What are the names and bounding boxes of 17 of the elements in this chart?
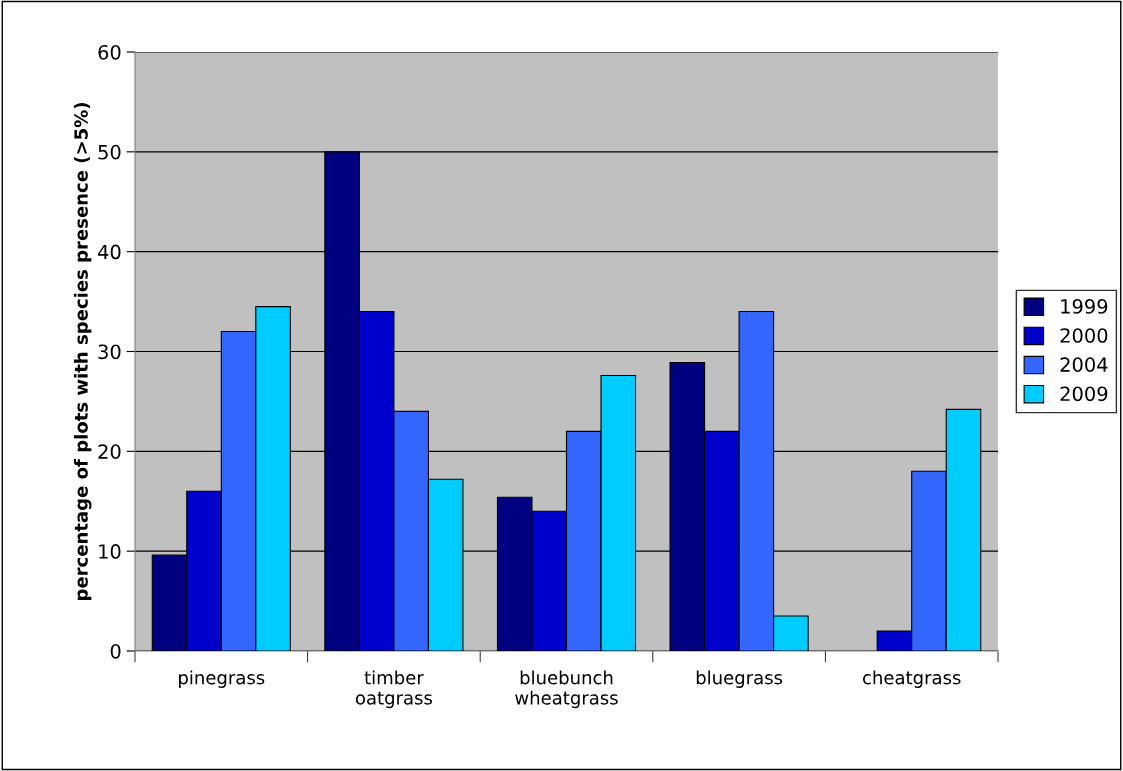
x-tick-label: bluebunch wheatgrass — [515, 670, 618, 709]
y-tick-label: 10 — [99, 544, 121, 559]
x-tick-label: timber oatgrass — [355, 670, 432, 709]
y-tick-label: 30 — [98, 344, 121, 360]
y-axis-title: percentage of plots with species presence (>5%) — [73, 103, 92, 601]
legend-label: 1999 — [1061, 299, 1108, 314]
x-tick-label: bluegrass — [696, 670, 783, 688]
y-tick-label: 60 — [98, 44, 121, 60]
x-tick-label: pinegrass — [179, 670, 265, 688]
legend-label: 2009 — [1060, 386, 1108, 402]
y-tick-label: 40 — [98, 244, 121, 260]
y-tick-label: 50 — [98, 144, 121, 160]
legend-label: 2004 — [1060, 357, 1108, 372]
legend-label: 2000 — [1060, 328, 1108, 343]
y-tick-label: 0 — [110, 643, 121, 659]
y-tick-label: 20 — [98, 444, 121, 459]
x-tick-label: cheatgrass — [863, 670, 961, 688]
